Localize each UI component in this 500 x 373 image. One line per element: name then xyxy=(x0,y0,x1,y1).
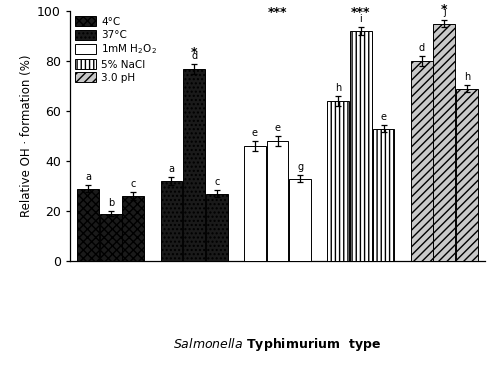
Bar xyxy=(266,141,288,261)
Bar xyxy=(434,24,455,261)
Bar xyxy=(456,89,478,261)
Text: *: * xyxy=(191,46,198,59)
Text: a: a xyxy=(168,164,174,175)
Text: ***: *** xyxy=(351,6,370,19)
Bar xyxy=(160,181,182,261)
Bar xyxy=(350,31,372,261)
Text: i: i xyxy=(360,15,362,25)
Bar xyxy=(289,179,311,261)
Legend: 4°C, 37°C, 1mM H$_2$O$_2$, 5% NaCl, 3.0 pH: 4°C, 37°C, 1mM H$_2$O$_2$, 5% NaCl, 3.0 … xyxy=(73,14,159,85)
Text: h: h xyxy=(335,83,342,93)
Bar xyxy=(122,196,144,261)
Text: e: e xyxy=(252,128,258,138)
Text: g: g xyxy=(297,162,303,172)
Text: ***: *** xyxy=(268,6,287,19)
Y-axis label: Relative OH · formation (%): Relative OH · formation (%) xyxy=(20,55,33,217)
Text: d: d xyxy=(418,43,424,53)
Text: e: e xyxy=(380,112,386,122)
Text: b: b xyxy=(108,198,114,208)
Text: *: * xyxy=(441,3,448,16)
Text: h: h xyxy=(464,72,470,82)
Text: c: c xyxy=(130,179,136,189)
Bar xyxy=(410,61,432,261)
Bar xyxy=(100,214,122,261)
Bar xyxy=(206,194,228,261)
Text: c: c xyxy=(214,177,220,187)
Text: j: j xyxy=(443,7,446,17)
Text: $\it{Salmonella}$ Typhimurium  type: $\it{Salmonella}$ Typhimurium type xyxy=(174,336,382,353)
Bar xyxy=(77,189,99,261)
Bar xyxy=(244,146,266,261)
Text: d: d xyxy=(191,51,197,61)
Text: a: a xyxy=(85,172,91,182)
Bar xyxy=(327,101,349,261)
Bar xyxy=(183,69,205,261)
Text: e: e xyxy=(274,123,280,133)
Bar xyxy=(372,129,394,261)
